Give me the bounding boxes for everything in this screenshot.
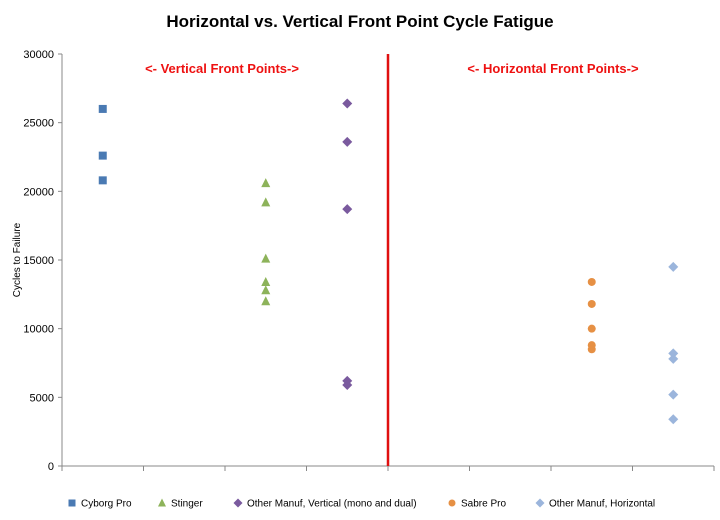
data-point-stinger xyxy=(261,178,271,188)
data-point-other-manuf-vertical-mono-and-dual xyxy=(342,136,353,147)
data-point-cyborg-pro xyxy=(98,104,107,113)
data-point-stinger xyxy=(261,276,271,286)
chart-title: Horizontal vs. Vertical Front Point Cycl… xyxy=(166,12,553,31)
data-point-sabre-pro xyxy=(587,299,596,308)
data-point-other-manuf-horizontal xyxy=(668,353,679,364)
y-tick-label: 10000 xyxy=(23,324,54,336)
y-tick-label: 15000 xyxy=(23,255,54,267)
legend-marker-cyborg-pro xyxy=(68,499,76,507)
legend-marker-stinger xyxy=(158,498,166,507)
data-point-other-manuf-horizontal xyxy=(668,261,679,272)
data-point-cyborg-pro xyxy=(98,176,107,185)
legend-marker-other-manuf-vertical-mono-and-dual xyxy=(233,498,243,508)
data-point-other-manuf-horizontal xyxy=(668,414,679,425)
data-point-stinger xyxy=(261,253,271,263)
y-axis: 0 5000 10000 15000 20000 25000 30000 xyxy=(23,49,63,473)
data-point-sabre-pro xyxy=(587,324,596,333)
legend: Cyborg Pro Stinger Other Manuf, Vertical (… xyxy=(68,498,655,510)
horizontal-front-points-annotation: <- Horizontal Front Points-> xyxy=(467,61,639,76)
y-tick-label: 30000 xyxy=(23,49,54,61)
data-point-other-manuf-vertical-mono-and-dual xyxy=(342,98,353,109)
y-tick-label: 25000 xyxy=(23,118,54,130)
y-axis-label: Cycles to Failure xyxy=(12,222,23,297)
legend-label-sabre-pro: Sabre Pro xyxy=(461,499,506,510)
data-point-stinger xyxy=(261,296,271,306)
legend-marker-other-manuf-horizontal xyxy=(535,498,545,508)
x-axis-ticks xyxy=(61,466,715,471)
data-point-other-manuf-horizontal xyxy=(668,389,679,400)
legend-marker-sabre-pro xyxy=(448,499,456,507)
legend-label-other-manuf-vertical-mono-and-dual: Other Manuf, Vertical (mono and dual) xyxy=(247,499,417,510)
legend-label-other-manuf-horizontal: Other Manuf, Horizontal xyxy=(549,499,655,510)
data-point-other-manuf-horizontal xyxy=(668,348,679,359)
data-point-stinger xyxy=(261,197,271,207)
data-point-other-manuf-vertical-mono-and-dual xyxy=(342,204,353,215)
data-point-other-manuf-vertical-mono-and-dual xyxy=(342,379,353,390)
legend-label-cyborg-pro: Cyborg Pro xyxy=(81,499,132,510)
data-points xyxy=(98,98,679,425)
y-tick-label: 5000 xyxy=(30,392,54,404)
data-point-cyborg-pro xyxy=(98,151,107,160)
y-tick-label: 0 xyxy=(48,461,54,473)
y-tick-label: 20000 xyxy=(23,186,54,198)
data-point-sabre-pro xyxy=(587,277,596,286)
data-point-stinger xyxy=(261,285,271,295)
legend-label-stinger: Stinger xyxy=(171,499,203,510)
data-point-sabre-pro xyxy=(587,345,596,354)
vertical-front-points-annotation: <- Vertical Front Points-> xyxy=(145,61,299,76)
